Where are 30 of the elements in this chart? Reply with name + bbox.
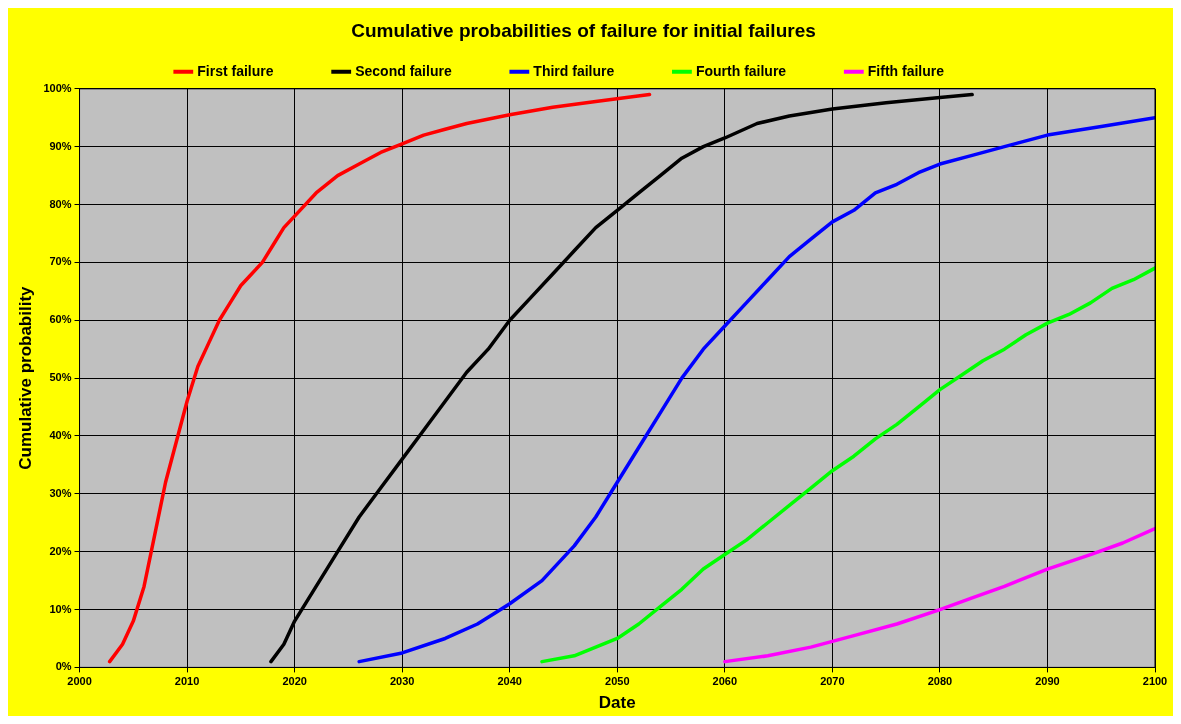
- x-tick-label: 2050: [605, 675, 630, 688]
- x-tick-label: 2020: [282, 675, 307, 688]
- x-tick-label: 2070: [820, 675, 845, 688]
- y-axis-title: Cumulative probability: [15, 285, 35, 470]
- legend-label: First failure: [197, 62, 321, 79]
- y-tick-label: 0%: [55, 660, 72, 673]
- y-tick-label: 50%: [49, 371, 72, 384]
- x-axis-title: Date: [598, 693, 636, 713]
- legend-label: Fourth failure: [695, 62, 833, 79]
- y-tick-label: 40%: [49, 428, 72, 441]
- legend-label: Fifth failure: [867, 62, 991, 79]
- x-tick-label: 2040: [497, 675, 522, 688]
- chart-title: Cumulative probabilities of failure for initial failures: [351, 19, 816, 41]
- x-tick-label: 2080: [927, 675, 953, 688]
- x-tick-label: 2100: [1142, 675, 1168, 688]
- legend-label: Second failure: [355, 62, 499, 79]
- x-tick-label: 2030: [389, 675, 415, 688]
- legend-label: Third failure: [533, 62, 661, 79]
- x-tick-label: 2060: [712, 675, 738, 688]
- y-tick-label: 90%: [49, 139, 72, 152]
- y-tick-label: 80%: [49, 197, 72, 210]
- x-tick-label: 2010: [174, 675, 200, 688]
- x-tick-label: 2090: [1035, 675, 1060, 688]
- y-tick-label: 100%: [43, 81, 72, 94]
- y-tick-label: 30%: [49, 486, 72, 499]
- y-tick-label: 60%: [49, 313, 72, 326]
- y-tick-label: 20%: [49, 544, 72, 557]
- y-tick-label: 10%: [49, 602, 72, 615]
- y-tick-label: 70%: [49, 255, 72, 268]
- x-tick-label: 2000: [67, 675, 92, 688]
